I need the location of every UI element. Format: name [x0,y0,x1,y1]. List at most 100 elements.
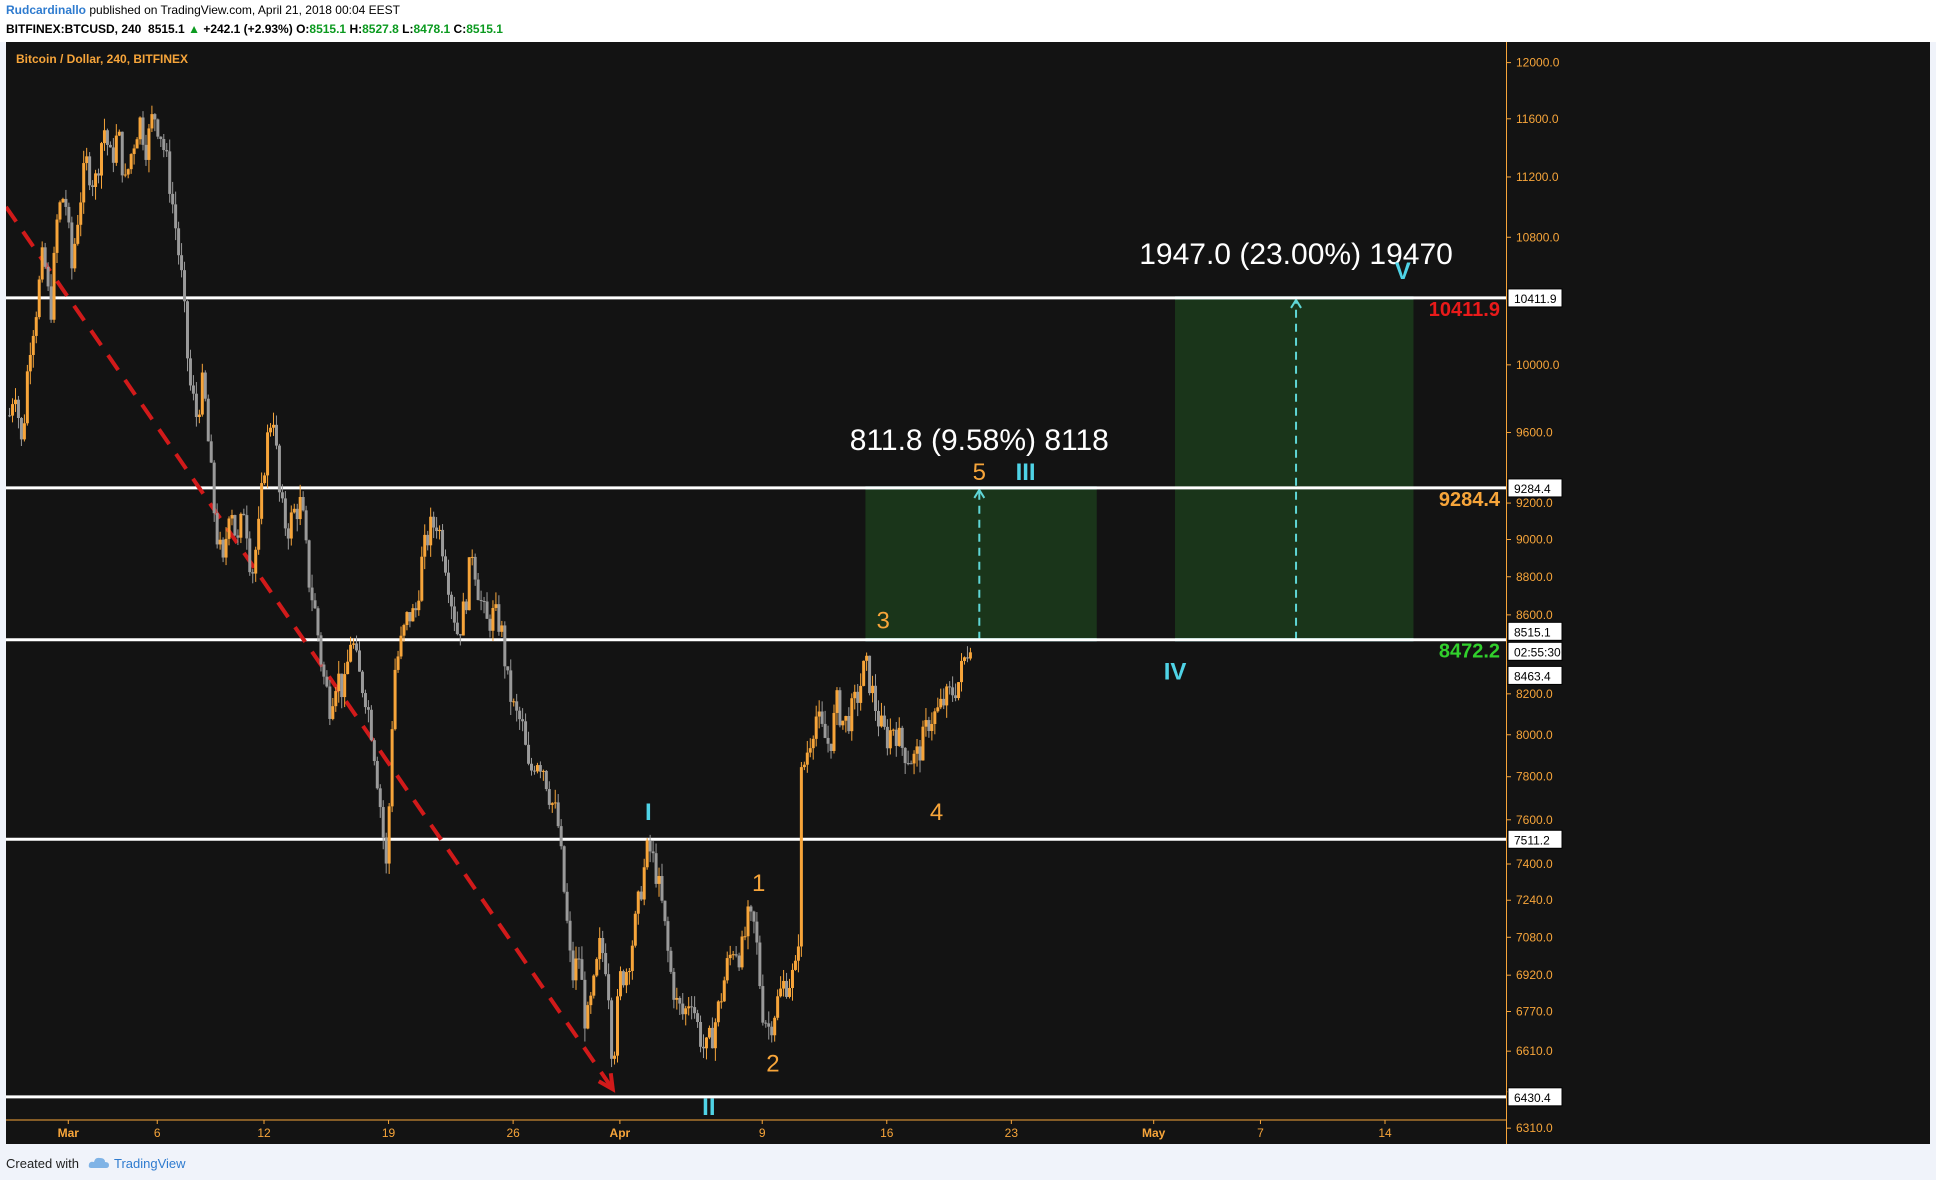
y-tick-label: 7240.0 [1516,893,1553,907]
candle-body [180,255,184,271]
high-value: 8527.8 [362,22,399,36]
y-tick-label: 9000.0 [1516,533,1553,547]
candle-body [838,690,842,726]
candle-body [19,417,23,440]
candle-body [108,144,112,148]
candle-body [432,516,436,528]
candle-body [746,906,750,937]
candle-body [236,535,240,538]
candle-body [438,529,442,532]
candle-body [248,538,252,573]
candle-body [162,139,166,151]
candle-body [853,691,857,699]
level-badge-text: 9284.4 [1514,482,1551,496]
candle-body [773,1017,777,1036]
candle-body [930,723,934,731]
candle-body [939,698,943,708]
candle-body [666,921,670,951]
candle-body [562,846,566,892]
candle-body [844,716,848,721]
candle-body [672,971,676,1000]
candle-body [322,664,326,677]
candle-body [171,193,175,205]
candle-body [503,625,507,667]
candle-body [882,715,886,727]
candle-body [458,634,462,636]
open-value: 8515.1 [309,22,347,36]
candle-body [441,529,445,557]
candle-body [159,136,163,140]
candle-body [909,763,913,765]
candle-body [874,685,878,711]
change-value: +242.1 (+2.93%) [203,22,293,36]
candle-body [399,635,403,657]
close-value: 8515.1 [466,22,503,36]
x-tick-label: 16 [880,1126,894,1140]
candle-body [117,131,121,136]
candle-body [847,716,851,732]
tradingview-link[interactable]: TradingView [114,1156,186,1171]
candle-body [871,685,875,694]
candle-body [553,802,557,804]
candle-body [832,712,836,751]
chart-area[interactable]: 12000.0 11600.0 11200.0 10800.0 10000.0 9600.… [6,42,1930,1144]
candle-body [304,510,308,541]
candle-body [613,1055,617,1059]
price-badge [1507,665,1563,685]
candle-body [185,301,189,359]
author-link[interactable]: Rudcardinallo [6,3,87,17]
price-chart[interactable]: 12000.0 11600.0 11200.0 10800.0 10000.0 9600.… [6,42,1930,1144]
candle-body [500,625,504,632]
candle-body [885,726,889,749]
candle-body [758,942,762,987]
candle-body [491,607,495,631]
candle-body [479,599,483,601]
candle-body [737,955,741,968]
candle-body [589,995,593,1006]
price-badge-text: 02:55:30 [1514,645,1561,659]
candle-body [702,1046,706,1049]
candle-body [120,131,124,176]
candle-body [532,770,536,772]
candle-body [183,270,187,302]
candle-body [862,660,866,686]
candle-body [494,604,498,608]
candle-body [604,953,608,975]
candle-body [73,243,77,269]
candle-body [968,652,972,659]
candle-body [678,997,682,1004]
y-tick-label: 12000.0 [1516,56,1560,70]
candle-body [58,202,62,220]
level-badge [1507,478,1563,498]
candle-body [444,556,448,573]
level-label: 9284.4 [1439,489,1501,511]
candle-body [449,594,453,607]
x-tick-label: May [1142,1126,1166,1140]
candle-body [114,135,118,163]
candle-body [396,656,400,670]
candle-body [607,974,611,1001]
candle-body [639,891,643,900]
candle-body [242,513,246,516]
candle-body [274,424,278,446]
wave-label: V [1395,258,1411,285]
candle-body [559,826,563,847]
candle-body [43,247,47,267]
low-value: 8478.1 [413,22,451,36]
candle-body [414,608,418,611]
candle-body [378,788,382,808]
candle-body [461,601,465,636]
candle-body [239,513,243,538]
candle-body [349,644,353,662]
candle-body [188,358,192,386]
candle-body [266,432,270,476]
candle-body [903,747,907,764]
candle-body [888,730,892,749]
y-tick-label: 6920.0 [1516,968,1553,982]
candle-body [633,913,637,946]
candle-body [820,711,824,724]
candle-body [912,753,916,764]
candle-body [132,148,136,155]
candle-body [325,676,329,687]
candle-body [141,117,145,145]
